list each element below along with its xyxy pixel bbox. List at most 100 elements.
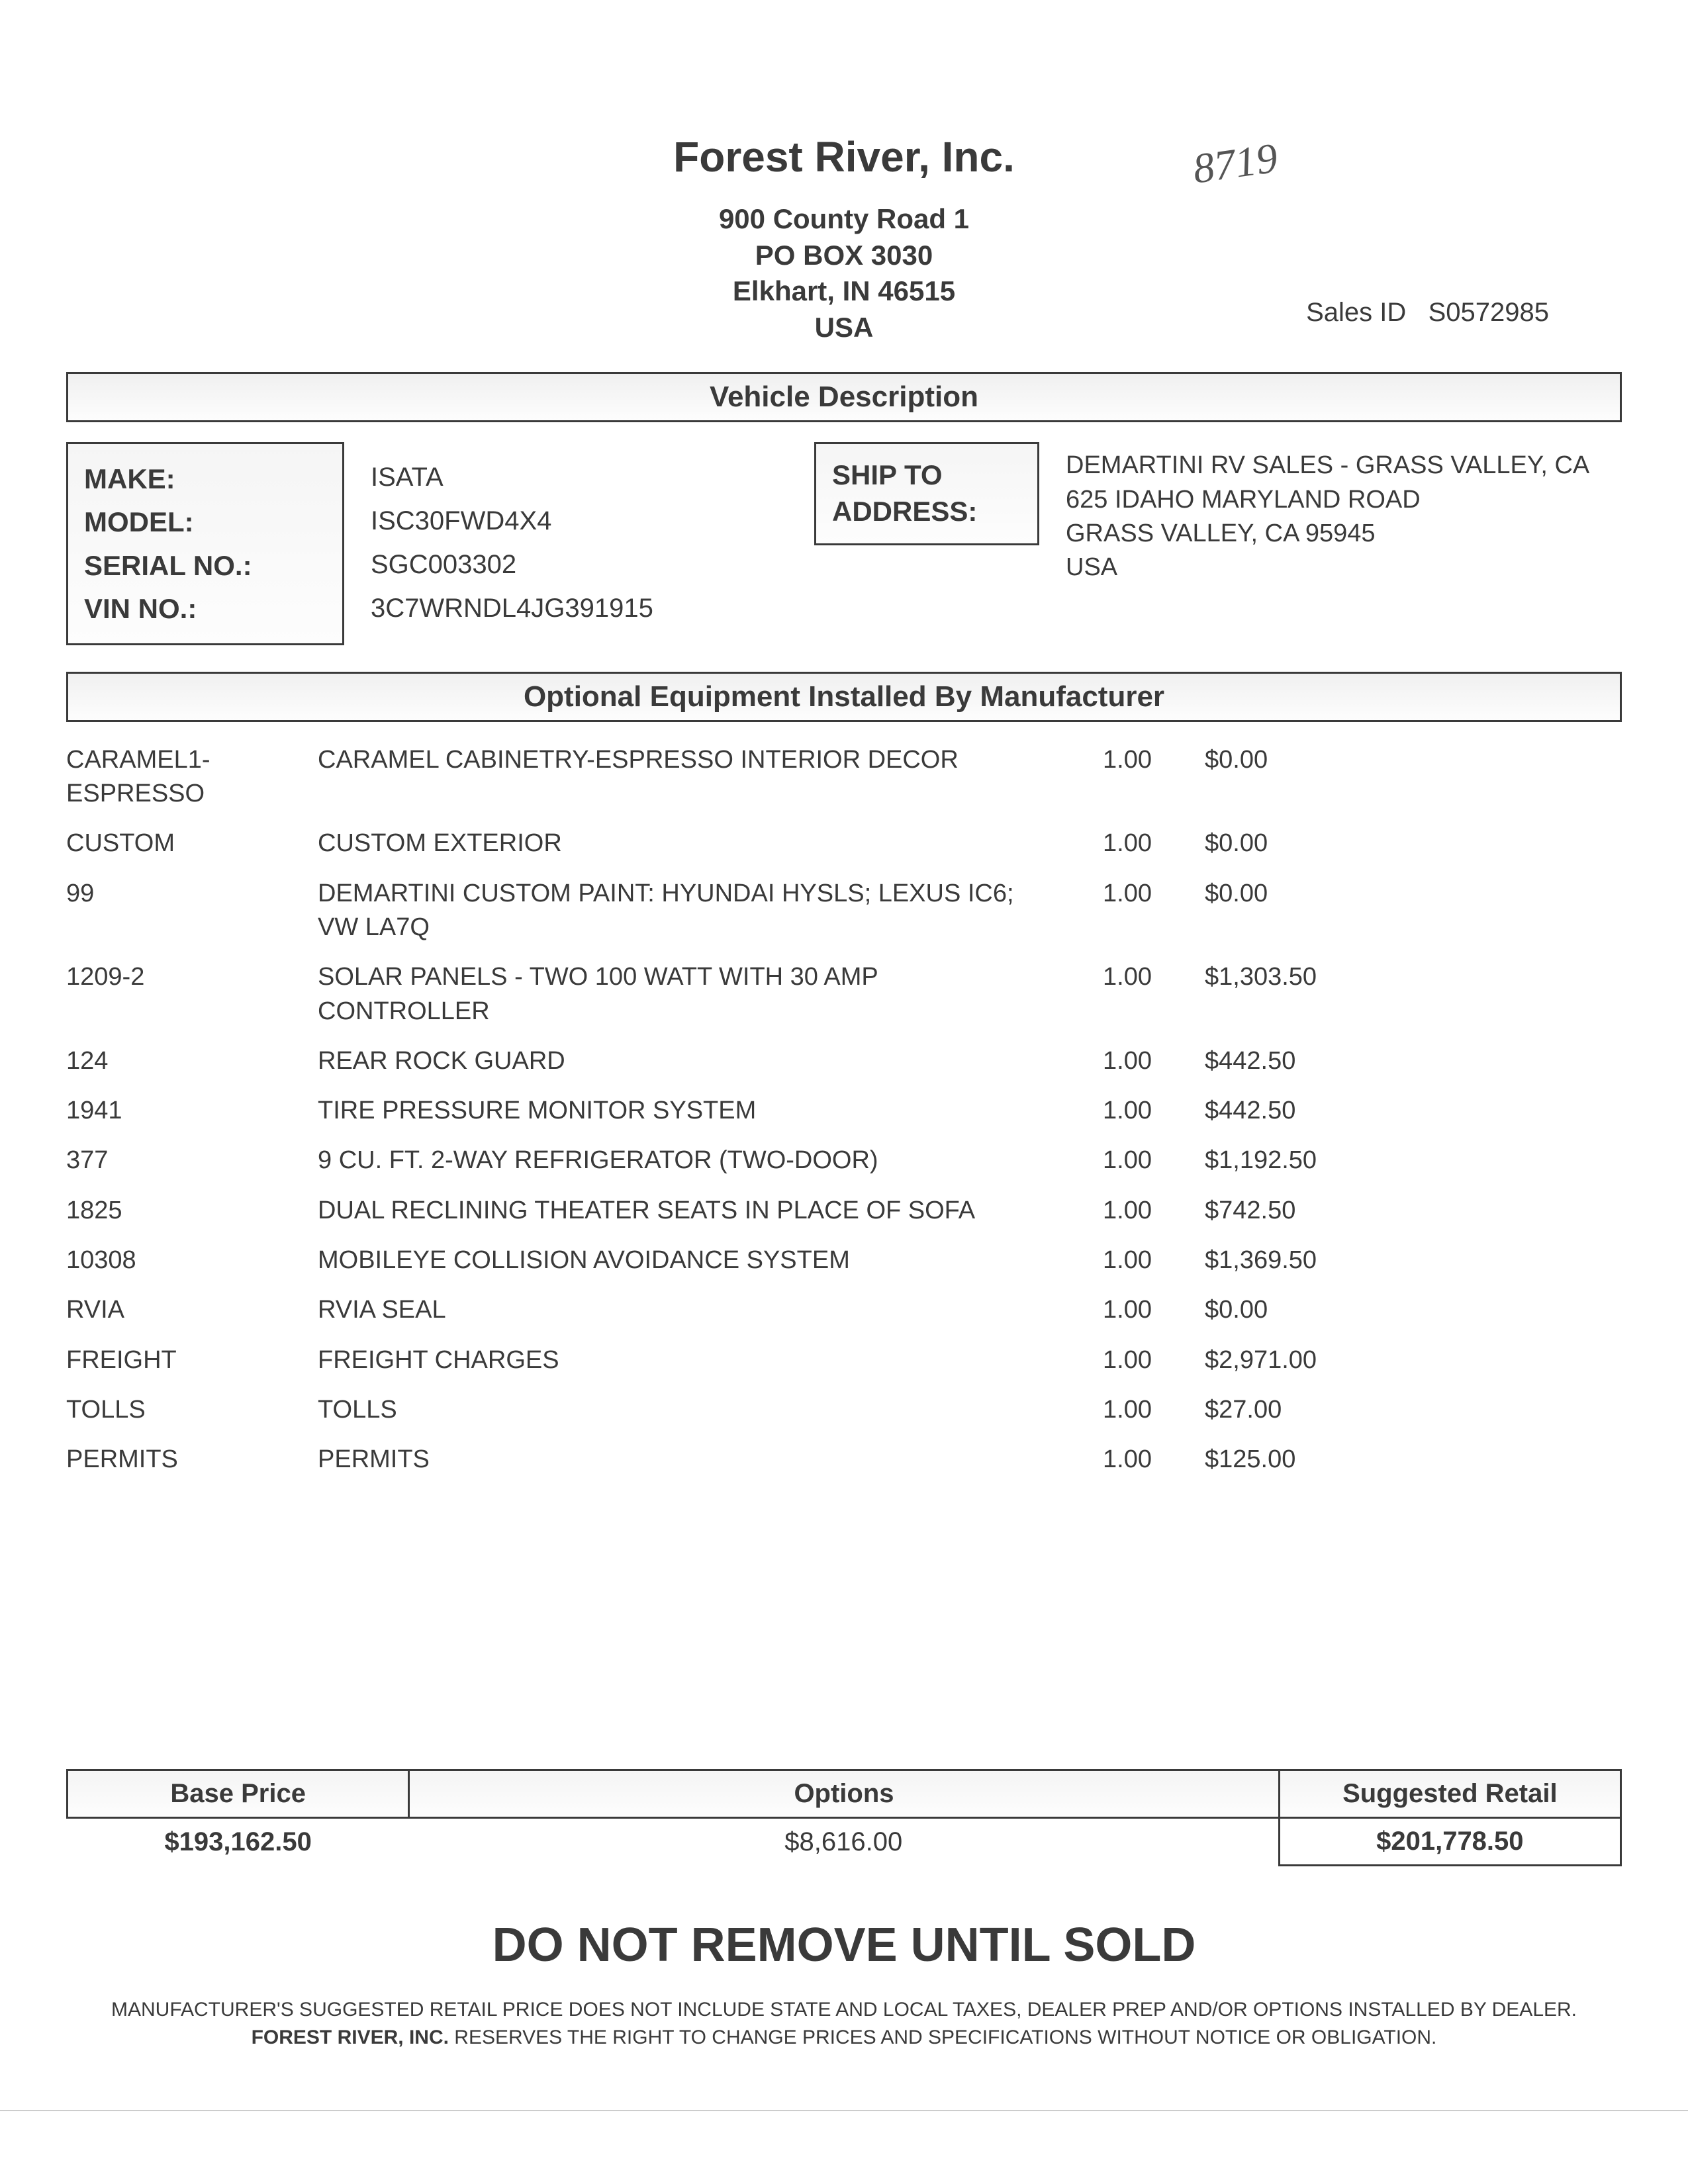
equipment-row: RVIARVIA SEAL1.00$0.00 (66, 1285, 1622, 1335)
sales-id: Sales ID S0572985 (1306, 298, 1549, 328)
equip-price: $442.50 (1205, 1044, 1403, 1078)
model-label: MODEL: (84, 500, 326, 543)
address-line-1: 900 County Road 1 (66, 201, 1622, 238)
do-not-remove-banner: DO NOT REMOVE UNTIL SOLD (0, 1918, 1688, 1972)
disclaimer-part-1: MANUFACTURER'S SUGGESTED RETAIL PRICE DO… (111, 1999, 1577, 2021)
disclaimer-text: MANUFACTURER'S SUGGESTED RETAIL PRICE DO… (79, 1996, 1609, 2052)
make-label: MAKE: (84, 457, 326, 500)
equipment-row: 1941TIRE PRESSURE MONITOR SYSTEM1.00$442… (66, 1086, 1622, 1136)
equip-desc: CARAMEL CABINETRY-ESPRESSO INTERIOR DECO… (318, 743, 1033, 811)
equip-desc: CUSTOM EXTERIOR (318, 827, 1033, 860)
vehicle-field-labels: MAKE: MODEL: SERIAL NO.: VIN NO.: (66, 442, 344, 645)
equip-code: 1825 (66, 1194, 318, 1228)
equip-code: PERMITS (66, 1443, 318, 1477)
equip-desc: RVIA SEAL (318, 1293, 1033, 1327)
equip-code: 1209-2 (66, 960, 318, 1028)
vehicle-info-row: MAKE: MODEL: SERIAL NO.: VIN NO.: ISATA … (66, 442, 1622, 645)
equip-price: $1,192.50 (1205, 1144, 1403, 1177)
equip-qty: 1.00 (1033, 960, 1205, 1028)
equip-price: $0.00 (1205, 877, 1403, 945)
equipment-row: CUSTOMCUSTOM EXTERIOR1.00$0.00 (66, 819, 1622, 868)
retail-header: Suggested Retail (1279, 1770, 1620, 1818)
equip-code: TOLLS (66, 1393, 318, 1427)
address-line-2: PO BOX 3030 (66, 238, 1622, 274)
serial-label: SERIAL NO.: (84, 544, 326, 587)
equipment-row: 99DEMARTINI CUSTOM PAINT: HYUNDAI HYSLS;… (66, 869, 1622, 953)
equip-code: 377 (66, 1144, 318, 1177)
equip-qty: 1.00 (1033, 1144, 1205, 1177)
equip-code: 99 (66, 877, 318, 945)
equip-price: $1,369.50 (1205, 1244, 1403, 1277)
equipment-row: 1825DUAL RECLINING THEATER SEATS IN PLAC… (66, 1186, 1622, 1236)
equip-qty: 1.00 (1033, 1393, 1205, 1427)
equip-price: $0.00 (1205, 827, 1403, 860)
equip-desc: TOLLS (318, 1393, 1033, 1427)
vehicle-description-title: Vehicle Description (66, 372, 1622, 422)
equip-qty: 1.00 (1033, 1194, 1205, 1228)
equip-desc: SOLAR PANELS - TWO 100 WATT WITH 30 AMP … (318, 960, 1033, 1028)
equipment-row: 124REAR ROCK GUARD1.00$442.50 (66, 1036, 1622, 1086)
equip-price: $0.00 (1205, 743, 1403, 811)
ship-line-2: 625 IDAHO MARYLAND ROAD (1066, 483, 1622, 517)
totals-table: Base Price Options Suggested Retail $193… (66, 1769, 1622, 1866)
disclaimer-bold: FOREST RIVER, INC. (252, 2026, 449, 2048)
equipment-title: Optional Equipment Installed By Manufact… (66, 672, 1622, 722)
equip-price: $125.00 (1205, 1443, 1403, 1477)
equip-qty: 1.00 (1033, 877, 1205, 945)
equip-code: FREIGHT (66, 1343, 318, 1377)
equipment-row: PERMITSPERMITS1.00$125.00 (66, 1435, 1622, 1484)
vin-label: VIN NO.: (84, 587, 326, 630)
equip-qty: 1.00 (1033, 1044, 1205, 1078)
ship-to-label-2: ADDRESS: (832, 494, 1021, 530)
sales-id-value: S0572985 (1429, 298, 1549, 327)
ship-line-3: GRASS VALLEY, CA 95945 (1066, 517, 1622, 551)
equipment-row: 10308MOBILEYE COLLISION AVOIDANCE SYSTEM… (66, 1236, 1622, 1285)
equip-qty: 1.00 (1033, 1094, 1205, 1128)
sales-id-label: Sales ID (1306, 298, 1406, 327)
equip-desc: TIRE PRESSURE MONITOR SYSTEM (318, 1094, 1033, 1128)
equip-price: $442.50 (1205, 1094, 1403, 1128)
ship-line-1: DEMARTINI RV SALES - GRASS VALLEY, CA (1066, 449, 1622, 482)
equipment-row: CARAMEL1-ESPRESSOCARAMEL CABINETRY-ESPRE… (66, 735, 1622, 819)
options-value: $8,616.00 (409, 1818, 1279, 1866)
options-header: Options (409, 1770, 1279, 1818)
equipment-row: FREIGHTFREIGHT CHARGES1.00$2,971.00 (66, 1336, 1622, 1385)
equipment-table: CARAMEL1-ESPRESSOCARAMEL CABINETRY-ESPRE… (66, 735, 1622, 1485)
company-name: Forest River, Inc. (66, 132, 1622, 181)
equip-desc: FREIGHT CHARGES (318, 1343, 1033, 1377)
equip-price: $27.00 (1205, 1393, 1403, 1427)
equip-price: $742.50 (1205, 1194, 1403, 1228)
vehicle-field-values: ISATA ISC30FWD4X4 SGC003302 3C7WRNDL4JG3… (371, 442, 788, 630)
ship-line-4: USA (1066, 551, 1622, 584)
equip-qty: 1.00 (1033, 1443, 1205, 1477)
document-header: Forest River, Inc. 900 County Road 1 PO … (66, 132, 1622, 345)
equip-price: $1,303.50 (1205, 960, 1403, 1028)
equip-desc: PERMITS (318, 1443, 1033, 1477)
equip-code: CARAMEL1-ESPRESSO (66, 743, 318, 811)
equip-qty: 1.00 (1033, 1343, 1205, 1377)
equip-price: $2,971.00 (1205, 1343, 1403, 1377)
equip-qty: 1.00 (1033, 1244, 1205, 1277)
vin-value: 3C7WRNDL4JG391915 (371, 586, 788, 630)
ship-to-label-1: SHIP TO (832, 457, 1021, 494)
base-price-value: $193,162.50 (68, 1818, 409, 1866)
equip-desc: DUAL RECLINING THEATER SEATS IN PLACE OF… (318, 1194, 1033, 1228)
equip-desc: MOBILEYE COLLISION AVOIDANCE SYSTEM (318, 1244, 1033, 1277)
ship-to-label-box: SHIP TO ADDRESS: (814, 442, 1039, 545)
retail-value: $201,778.50 (1279, 1818, 1620, 1866)
bottom-rule (0, 2110, 1688, 2111)
equip-code: 10308 (66, 1244, 318, 1277)
equip-desc: 9 CU. FT. 2-WAY REFRIGERATOR (TWO-DOOR) (318, 1144, 1033, 1177)
equip-qty: 1.00 (1033, 827, 1205, 860)
model-value: ISC30FWD4X4 (371, 499, 788, 543)
equip-desc: DEMARTINI CUSTOM PAINT: HYUNDAI HYSLS; L… (318, 877, 1033, 945)
base-price-header: Base Price (68, 1770, 409, 1818)
disclaimer-part-2: RESERVES THE RIGHT TO CHANGE PRICES AND … (449, 2026, 1436, 2048)
equip-qty: 1.00 (1033, 1293, 1205, 1327)
make-value: ISATA (371, 455, 788, 499)
totals-block: Base Price Options Suggested Retail $193… (66, 1769, 1622, 1866)
equip-qty: 1.00 (1033, 743, 1205, 811)
equip-code: 1941 (66, 1094, 318, 1128)
equip-code: CUSTOM (66, 827, 318, 860)
ship-to-address: DEMARTINI RV SALES - GRASS VALLEY, CA 62… (1066, 442, 1622, 584)
